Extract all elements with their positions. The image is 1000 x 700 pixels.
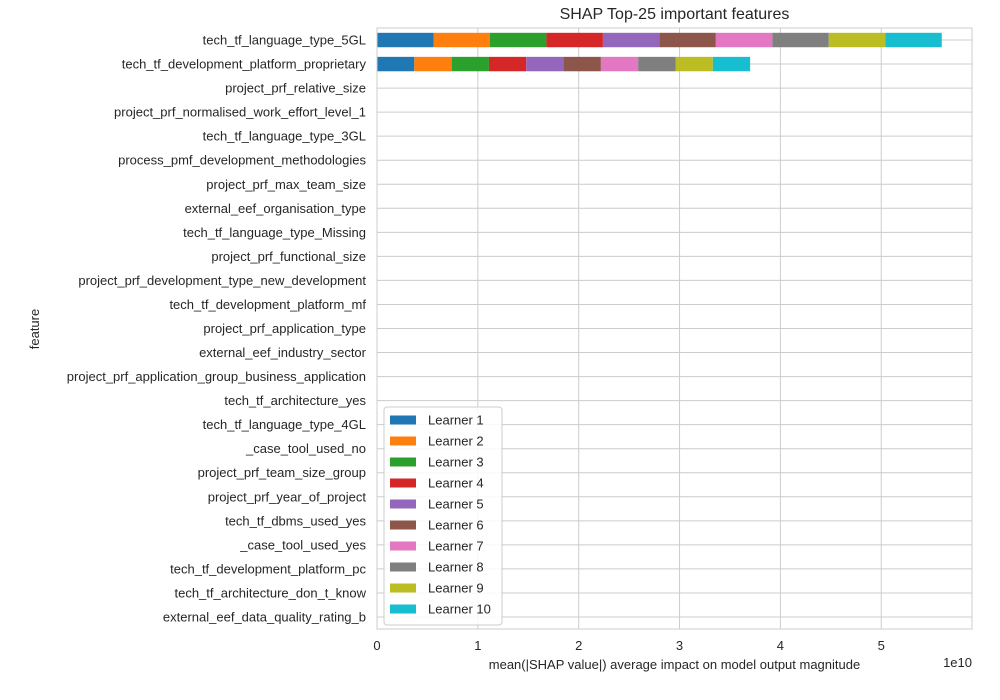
legend-label: Learner 1: [428, 413, 484, 428]
y-tick-label: project_prf_max_team_size: [206, 177, 366, 192]
plot-border: [376, 27, 973, 630]
x-tick-label: 1: [474, 638, 481, 653]
bars: [377, 32, 942, 72]
bar-segment: [659, 32, 716, 48]
bar-segment: [451, 56, 489, 72]
bar-segment: [377, 56, 415, 72]
legend-label: Learner 2: [428, 434, 484, 449]
legend: Learner 1 Learner 2 Learner 3 Learner 4 Lear…: [383, 406, 503, 626]
bar-segment: [489, 32, 547, 48]
bar-segment: [433, 32, 490, 48]
y-tick-label: project_prf_normalised_work_effort_level…: [114, 105, 366, 120]
y-tick-label: project_prf_relative_size: [225, 81, 366, 96]
legend-label: Learner 3: [428, 455, 484, 470]
bar-segment: [563, 56, 601, 72]
x-offset-text: 1e10: [943, 655, 972, 670]
y-tick-label: tech_tf_dbms_used_yes: [225, 513, 366, 528]
bar-segment: [600, 56, 639, 72]
bar-segment: [414, 56, 452, 72]
x-tick-label: 4: [777, 638, 784, 653]
y-tick-label: project_prf_application_group_business_a…: [67, 369, 366, 384]
y-tick-label: tech_tf_architecture_yes: [224, 393, 366, 408]
y-tick-label: project_prf_development_type_new_develop…: [78, 273, 366, 288]
bar-segment: [772, 32, 829, 48]
y-tick-label: external_eef_industry_sector: [199, 345, 367, 360]
legend-swatch: [390, 520, 416, 530]
bar-segment: [675, 56, 713, 72]
bar-segment: [377, 32, 434, 48]
legend-swatch: [390, 415, 416, 425]
legend-swatch: [390, 583, 416, 593]
y-tick-label: project_prf_application_type: [203, 321, 366, 336]
chart-title: SHAP Top-25 important features: [560, 6, 790, 23]
x-tick-label: 0: [373, 638, 380, 653]
bar-segment: [546, 32, 603, 48]
x-tick-label: 2: [575, 638, 582, 653]
y-tick-label: tech_tf_language_type_Missing: [183, 225, 366, 240]
plot-frame: [376, 27, 973, 630]
y-tick-label: project_prf_team_size_group: [198, 465, 366, 480]
legend-swatch: [390, 541, 416, 551]
x-tick-label: 3: [676, 638, 683, 653]
legend-swatch: [390, 562, 416, 572]
y-tick-label: _case_tool_used_yes: [239, 537, 366, 552]
bar-segment: [712, 56, 751, 72]
legend-swatch: [390, 436, 416, 446]
legend-label: Learner 8: [428, 560, 484, 575]
bar-segment: [526, 56, 564, 72]
bar-segment: [885, 32, 942, 48]
y-tick-label: project_prf_year_of_project: [208, 489, 367, 504]
legend-label: Learner 4: [428, 476, 484, 491]
bar-segment: [488, 56, 527, 72]
legend-label: Learner 9: [428, 581, 484, 596]
x-axis-label: mean(|SHAP value|) average impact on mod…: [489, 657, 860, 672]
legend-label: Learner 5: [428, 497, 484, 512]
y-tick-label: tech_tf_development_platform_mf: [169, 297, 366, 312]
y-tick-label: tech_tf_development_platform_pc: [170, 561, 366, 576]
legend-swatch: [390, 478, 416, 488]
y-tick-label: tech_tf_language_type_5GL: [203, 33, 366, 48]
y-tick-label: project_prf_functional_size: [211, 249, 366, 264]
bar-segment: [828, 32, 886, 48]
legend-label: Learner 7: [428, 539, 484, 554]
y-tick-labels: tech_tf_language_type_5GL tech_tf_develop…: [67, 33, 367, 625]
legend-swatch: [390, 457, 416, 467]
legend-label: Learner 10: [428, 602, 491, 617]
y-tick-label: external_eef_organisation_type: [185, 201, 366, 216]
y-tick-label: external_eef_data_quality_rating_b: [163, 609, 366, 624]
y-axis-label: feature: [27, 309, 42, 349]
y-tick-label: tech_tf_architecture_don_t_know: [174, 585, 366, 600]
legend-label: Learner 6: [428, 518, 484, 533]
bar-segment: [638, 56, 676, 72]
x-tick-label: 5: [878, 638, 885, 653]
grid-lines: [376, 28, 972, 629]
y-tick-label: tech_tf_language_type_4GL: [203, 417, 366, 432]
bar-segment: [602, 32, 660, 48]
y-tick-label: _case_tool_used_no: [245, 441, 366, 456]
legend-swatch: [390, 604, 416, 614]
bar-segment: [715, 32, 773, 48]
y-tick-label: process_pmf_development_methodologies: [118, 153, 366, 168]
x-tick-labels: 0 1 2 3 4 5: [373, 638, 884, 653]
y-tick-label: tech_tf_development_platform_proprietary: [122, 57, 367, 72]
y-tick-label: tech_tf_language_type_3GL: [203, 129, 366, 144]
legend-swatch: [390, 499, 416, 509]
